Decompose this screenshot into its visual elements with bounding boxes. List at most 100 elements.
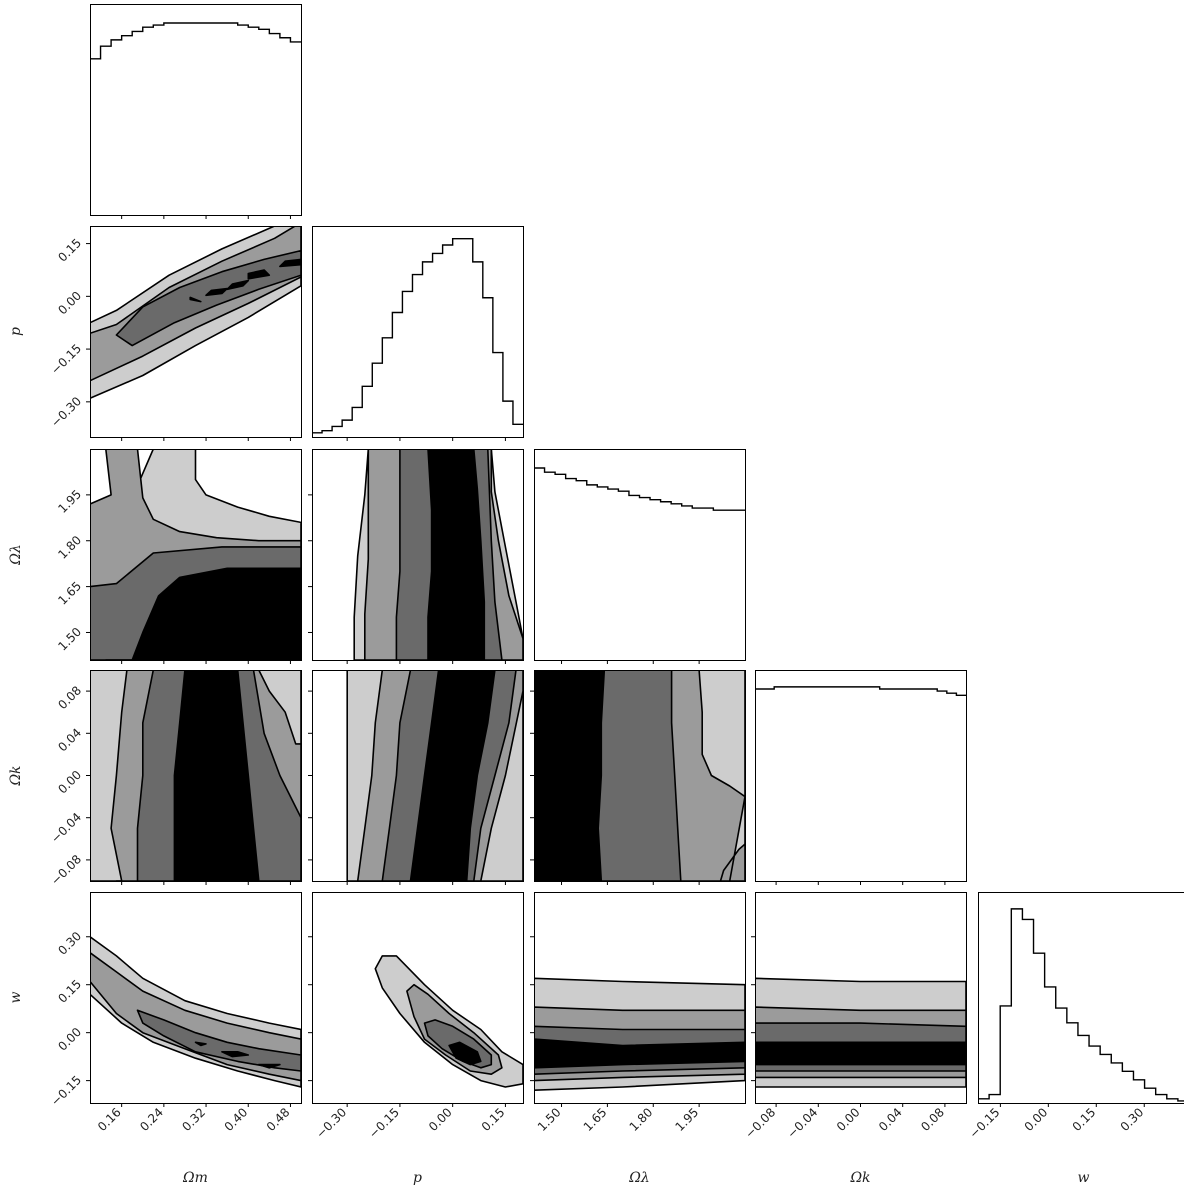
panel-frame (90, 892, 302, 1104)
contour-region-level-4 (534, 670, 606, 881)
y-tick-label: 0.04 (55, 726, 84, 755)
x-tick-label: 0.24 (137, 1105, 166, 1134)
contour-region-level-4 (448, 1041, 482, 1066)
contour-region-level-8 (279, 258, 301, 268)
y-axis-label-w: w (8, 991, 24, 1003)
contour-region-level-6 (189, 732, 218, 819)
contour-panel-omega-m-vs-w: 0.16 0.24 0.32 0.40 0.48 −0.15 0.00 0.15 0.30 (48, 892, 302, 1134)
histogram-panel-w: −0.15 0.00 0.15 0.30 (967, 892, 1184, 1141)
y-tick-label: −0.15 (48, 1073, 84, 1109)
x-axis-label-omega-lambda: Ωλ (628, 1170, 649, 1186)
x-tick-label: 0.04 (876, 1105, 905, 1134)
panel-frame (312, 226, 524, 438)
contour-region-level-7 (184, 853, 218, 881)
panel-frame (978, 892, 1184, 1104)
x-tick-label: 0.08 (918, 1105, 947, 1134)
histogram-step-line (534, 467, 745, 660)
x-tick-label: 0.00 (1022, 1105, 1051, 1134)
histogram-step-line (312, 237, 523, 437)
x-axis-label-omega-k: Ωk (849, 1170, 870, 1186)
y-tick-label: 0.15 (55, 977, 84, 1006)
histogram-step-line (978, 908, 1184, 1103)
contour-panel-omega-m-vs-omega-k: −0.08 −0.04 0.00 0.04 0.08 (48, 670, 302, 888)
y-tick-label: 1.80 (55, 533, 84, 562)
x-tick-label: −0.04 (785, 1105, 821, 1141)
histogram-panel-omega-lambda (534, 449, 746, 664)
contour-panel-omega-lambda-vs-w: 1.50 1.65 1.80 1.95 (530, 892, 746, 1134)
x-tick-label: 1.95 (672, 1105, 701, 1134)
contour-panel-omega-m-vs-p: −0.30 −0.15 0.00 0.15 (48, 226, 302, 441)
x-tick-label: 0.30 (1118, 1105, 1147, 1134)
panel-frame (90, 670, 302, 882)
contour-region-level-5 (448, 670, 486, 808)
contour-region-level-7 (247, 269, 271, 280)
x-tick-label: 0.15 (1070, 1105, 1099, 1134)
contour-region-level-6 (257, 1063, 281, 1069)
x-tick-label: 0.00 (834, 1105, 863, 1134)
contour-panel-p-vs-w: −0.30 −0.15 0.00 0.15 (308, 892, 524, 1141)
y-tick-label: 0.15 (55, 236, 84, 265)
panel-frame (90, 449, 302, 661)
histogram-panel-omega-m (90, 4, 302, 219)
y-tick-label: 0.08 (55, 683, 84, 712)
panel-frame (755, 670, 967, 882)
contour-region-level-5 (163, 616, 281, 660)
y-tick-label: 1.50 (55, 625, 84, 654)
x-tick-label: 1.50 (535, 1105, 564, 1134)
panel-frame (312, 449, 524, 661)
contour-region-level-4 (194, 1041, 207, 1047)
panel-frame (534, 449, 746, 661)
x-axis-label-p: p (413, 1170, 422, 1186)
x-tick-label: 0.40 (222, 1105, 251, 1134)
x-tick-label: 0.15 (479, 1105, 508, 1134)
contour-panel-p-vs-omega-k (308, 670, 524, 885)
contour-region-level-4 (427, 449, 486, 660)
y-tick-label: 1.95 (55, 487, 84, 516)
histogram-panel-omega-k (755, 670, 967, 885)
panel-frame (534, 670, 746, 882)
y-tick-label: 1.65 (55, 579, 84, 608)
contour-region-level-3 (136, 1009, 301, 1072)
histogram-step-line (755, 686, 966, 881)
contour-region-level-6 (226, 279, 250, 291)
contour-region-level-5 (764, 1052, 957, 1058)
contour-panel-p-vs-omega-lambda (308, 449, 524, 664)
y-axis-label-omega-k: Ωk (8, 765, 24, 786)
x-axis-label-omega-m: Ωm (182, 1170, 208, 1186)
y-tick-label: 0.30 (55, 929, 84, 958)
contour-region-level-5 (184, 700, 213, 724)
y-tick-label: 0.00 (55, 768, 84, 797)
x-tick-label: 1.80 (627, 1105, 656, 1134)
contour-panel-omega-k-vs-w: −0.08 −0.04 0.00 0.04 0.08 (742, 892, 967, 1141)
histogram-step-line (90, 22, 301, 215)
panel-frame (312, 670, 524, 882)
histogram-panel-p (312, 226, 524, 441)
contour-panel-omega-lambda-vs-omega-k (530, 670, 746, 885)
contour-region-level-4 (189, 296, 202, 303)
y-tick-label: 0.00 (55, 1025, 84, 1054)
x-tick-label: 1.65 (581, 1105, 610, 1134)
contour-panel-omega-m-vs-omega-lambda: 1.50 1.65 1.80 1.95 (55, 449, 302, 664)
x-tick-label: −0.15 (366, 1105, 402, 1141)
y-tick-label: −0.30 (48, 394, 84, 430)
contour-region-level-5 (534, 670, 551, 835)
x-tick-label: −0.15 (967, 1105, 1003, 1141)
contour-region-level-5 (534, 1044, 584, 1066)
contour-region-level-4 (534, 1038, 745, 1069)
x-axis-label-w: w (1078, 1170, 1090, 1186)
y-axis-label-p: p (8, 327, 24, 336)
panel-frame (90, 226, 302, 438)
x-tick-label: −0.30 (313, 1105, 349, 1141)
contour-region-level-5 (221, 1051, 250, 1058)
x-tick-label: 0.48 (264, 1105, 293, 1134)
panel-frame (534, 892, 746, 1104)
panel-frame (90, 4, 302, 216)
x-tick-label: −0.08 (742, 1105, 778, 1141)
y-tick-label: −0.08 (48, 852, 84, 888)
contour-region-level-5 (448, 552, 479, 660)
x-tick-label: 0.16 (95, 1105, 124, 1134)
x-tick-label: 0.32 (179, 1105, 208, 1134)
y-tick-label: −0.04 (48, 810, 84, 846)
panel-frame (312, 892, 524, 1104)
